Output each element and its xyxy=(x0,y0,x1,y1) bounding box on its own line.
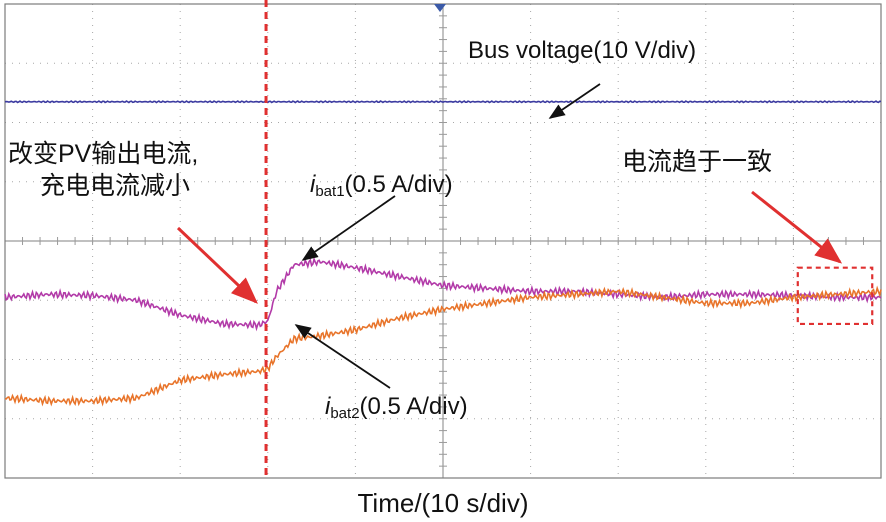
event-label-line1: 改变PV输出电流, xyxy=(8,140,198,168)
converge-arrow xyxy=(751,190,843,264)
ibat2-arrow xyxy=(294,324,391,389)
ibat1-scale: (0.5 A/div) xyxy=(345,171,453,198)
ibat1-arrow xyxy=(301,195,396,261)
series-layer xyxy=(4,100,882,407)
series-line-bus-voltage xyxy=(4,100,882,104)
convergence-region-box xyxy=(796,266,874,326)
series-line-ibat1 xyxy=(4,256,882,332)
bus-voltage-label: Bus voltage(10 V/div) xyxy=(468,37,696,64)
ibat1-symbol: i xyxy=(310,171,316,198)
event-arrow xyxy=(176,226,258,304)
convergence-label: 电流趋于一致 xyxy=(622,148,772,176)
trigger-marker-icon xyxy=(434,4,446,12)
series-line-ibat2 xyxy=(4,285,882,407)
grid xyxy=(4,3,882,479)
ibat1-label: ibat1(0.5 A/div) xyxy=(310,171,453,200)
ibat2-subscript: bat2 xyxy=(330,405,359,422)
x-axis-label: Time/(10 s/div) xyxy=(358,488,529,518)
ibat2-symbol: i xyxy=(325,393,331,420)
ibat1-subscript: bat1 xyxy=(315,183,344,200)
bus-voltage-arrow xyxy=(548,83,601,119)
ibat2-label: ibat2(0.5 A/div) xyxy=(325,393,468,422)
event-label-line2: 充电电流减小 xyxy=(40,172,190,200)
ibat2-scale: (0.5 A/div) xyxy=(360,393,468,420)
